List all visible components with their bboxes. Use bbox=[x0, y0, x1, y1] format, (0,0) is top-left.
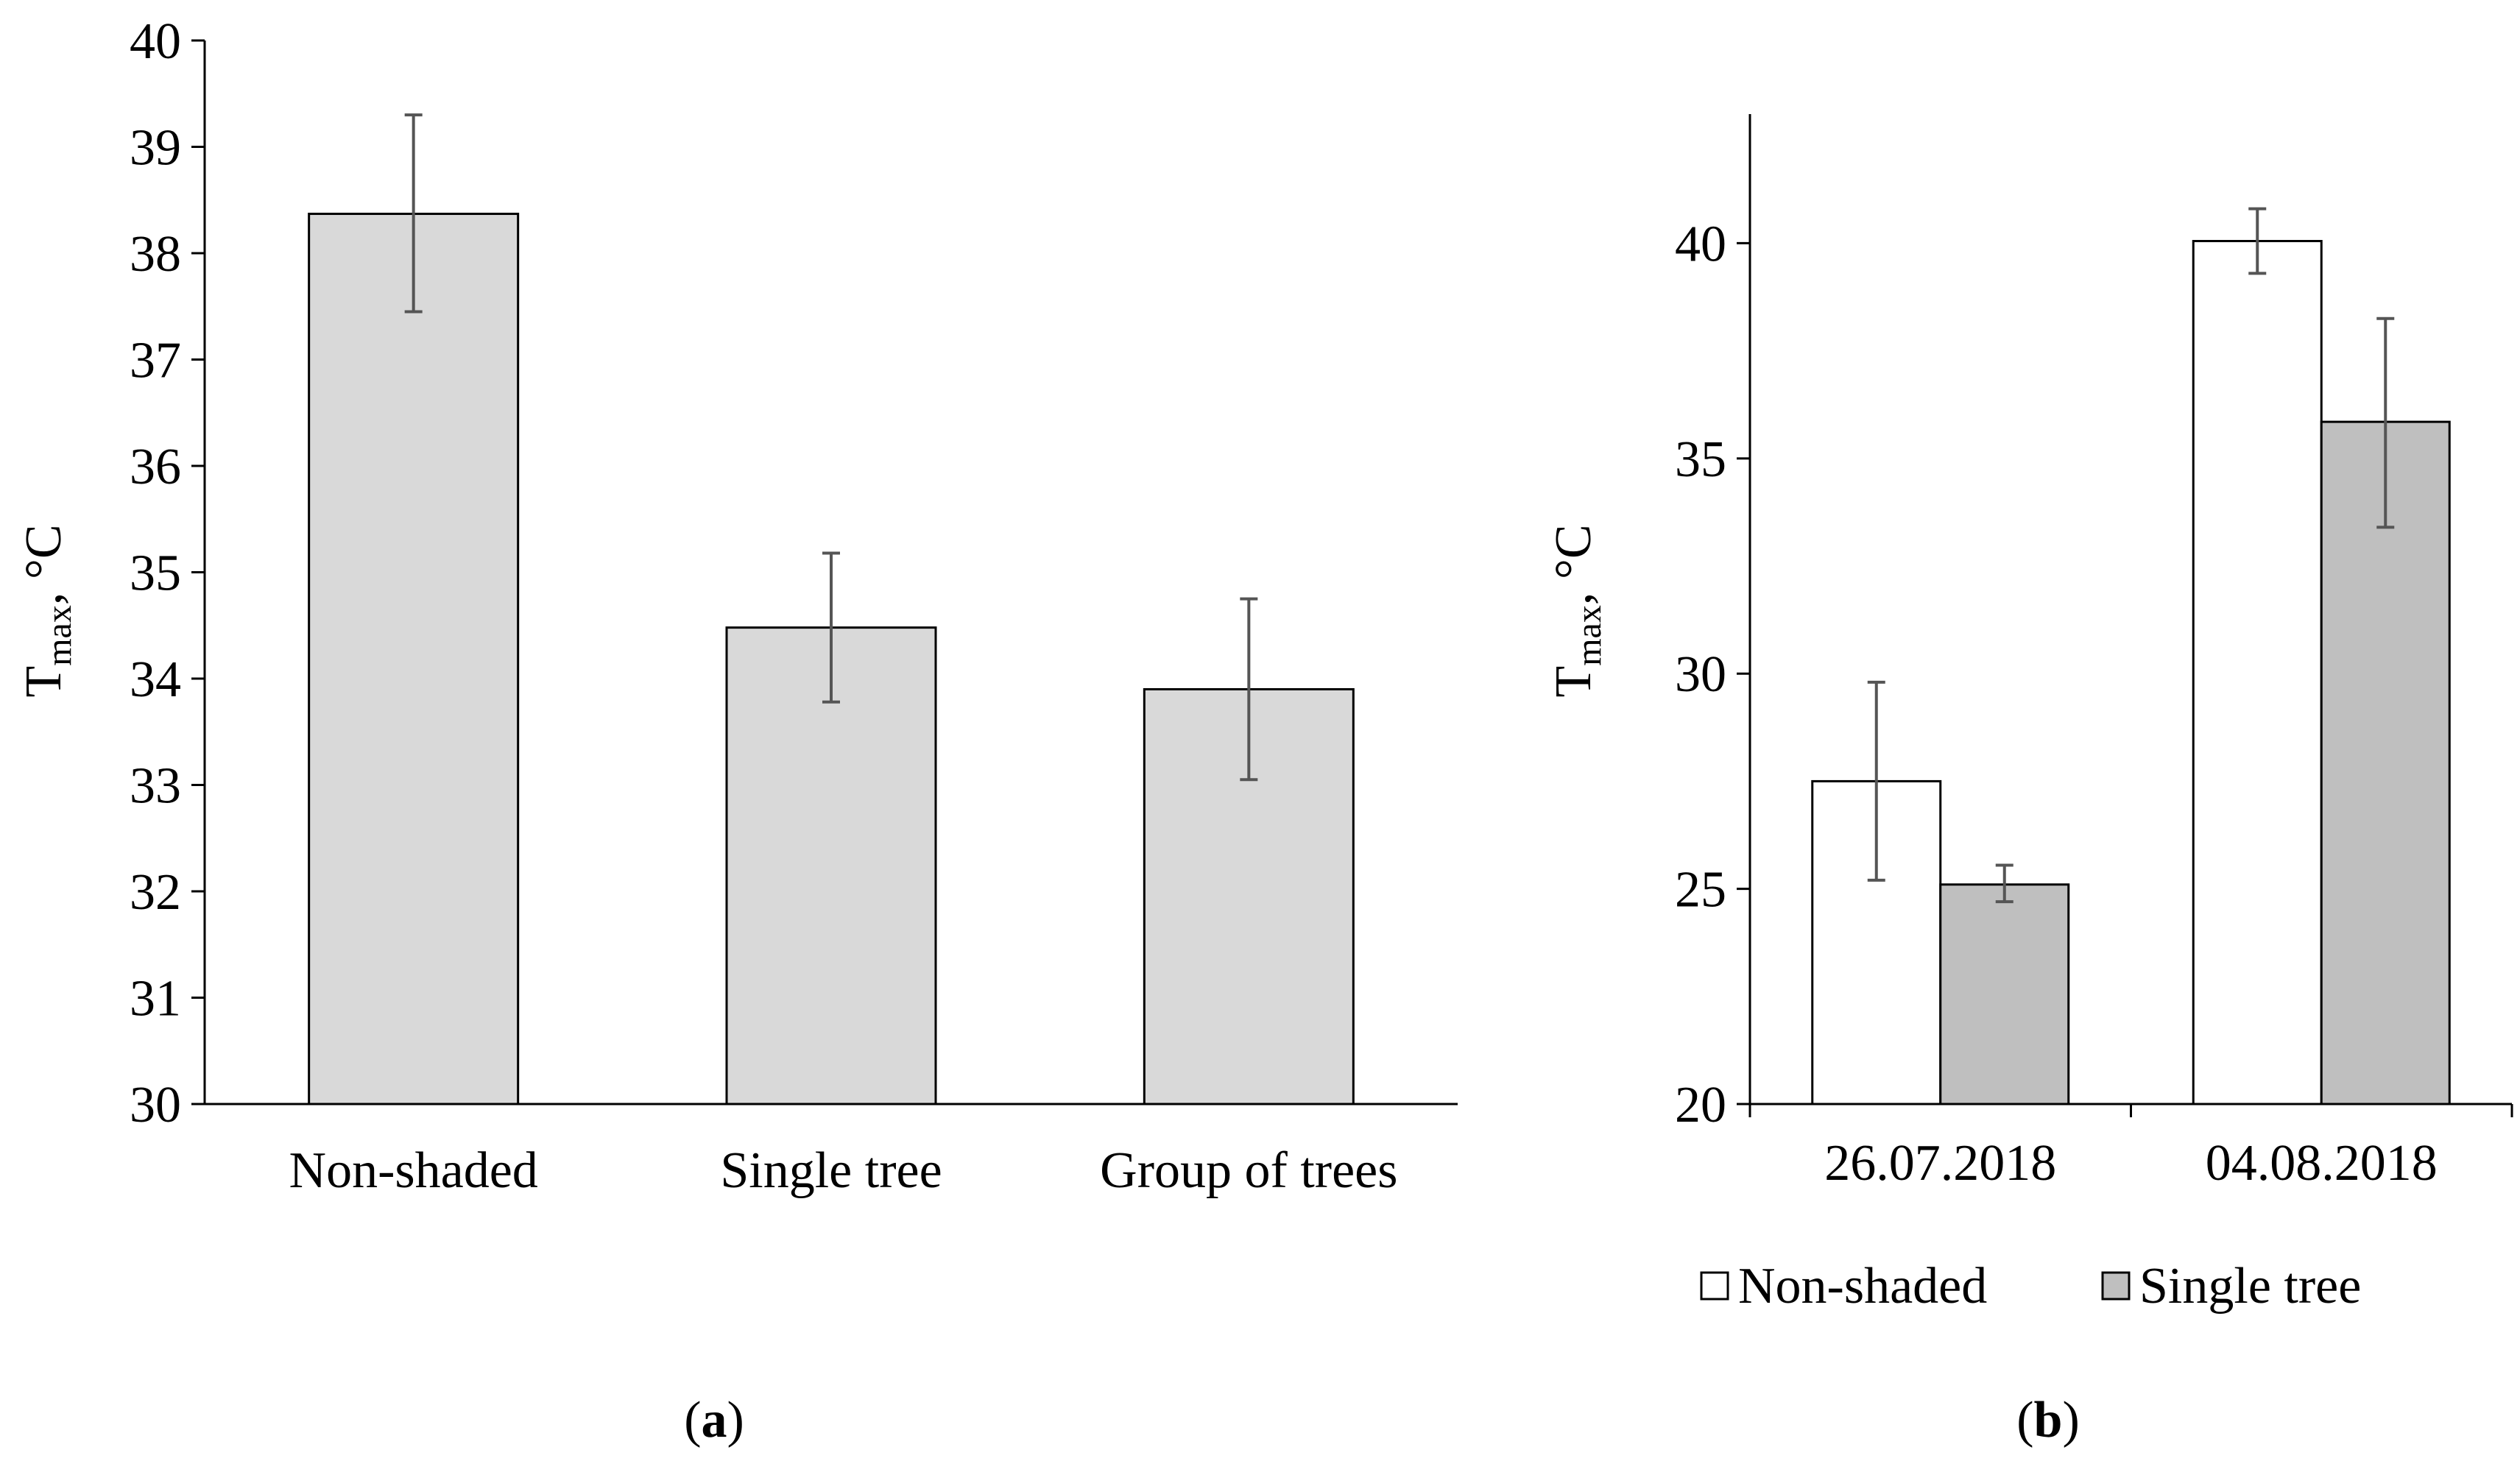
x-category-labels-b: 26.07.2018 04.08.2018 bbox=[1824, 1135, 2438, 1192]
x-category-label-single-tree: Single tree bbox=[720, 1142, 942, 1199]
panel-label-b: (b) bbox=[2016, 1392, 2080, 1448]
legend-label-single-tree: Single tree bbox=[2139, 1258, 2361, 1315]
y-tick-labels-a: 30 31 32 33 34 35 36 37 38 39 40 bbox=[130, 13, 205, 1133]
y-tick-label: 39 bbox=[130, 120, 181, 177]
y-axis-label-a: Tmax, °C bbox=[15, 524, 79, 697]
error-bar-non-shaded-04-08-2018 bbox=[2248, 207, 2267, 275]
y-tick-labels-b: 20 25 30 35 40 bbox=[1675, 216, 1750, 1133]
error-bar-single-tree-26-07-2018 bbox=[1995, 863, 2013, 904]
error-bar-group-of-trees bbox=[1240, 597, 1258, 782]
y-tick-label: 40 bbox=[130, 13, 181, 70]
error-bar-single-tree-04-08-2018 bbox=[2376, 316, 2395, 529]
x-category-label-group-of-trees: Group of trees bbox=[1100, 1142, 1397, 1199]
legend-item-non-shaded: Non-shaded bbox=[1700, 1258, 1987, 1315]
error-bar-single-tree bbox=[822, 551, 840, 704]
bar-non-shaded bbox=[308, 213, 520, 1106]
y-tick-label: 35 bbox=[130, 545, 181, 602]
bar-non-shaded-04-08-2018 bbox=[2192, 240, 2323, 1106]
error-bars-a bbox=[404, 113, 1258, 782]
x-category-label-26-07-2018: 26.07.2018 bbox=[1824, 1135, 2056, 1192]
legend-swatch-single-tree bbox=[2101, 1271, 2131, 1301]
y-tick-label: 30 bbox=[1675, 646, 1726, 703]
panel-label-a: (a) bbox=[684, 1392, 744, 1448]
y-tick-label: 20 bbox=[1675, 1077, 1726, 1133]
legend-item-single-tree: Single tree bbox=[2101, 1258, 2361, 1315]
error-bar-non-shaded bbox=[404, 113, 423, 314]
x-category-labels-a: Non-shaded Single tree Group of trees bbox=[289, 1142, 1398, 1199]
y-tick-label: 36 bbox=[130, 439, 181, 495]
x-category-label-04-08-2018: 04.08.2018 bbox=[2206, 1135, 2438, 1192]
y-tick-label: 37 bbox=[130, 333, 181, 389]
y-tick-label: 38 bbox=[130, 226, 181, 283]
y-tick-label: 32 bbox=[130, 864, 181, 921]
bar-single-tree-04-08-2018 bbox=[2320, 420, 2451, 1106]
y-tick-label: 30 bbox=[130, 1077, 181, 1133]
bar-single-tree bbox=[725, 626, 937, 1106]
chart-panel-a: 30 31 32 33 34 35 36 37 38 39 40 Non-shaded Single … bbox=[15, 13, 1458, 1448]
chart-panel-b: 20 25 30 35 40 26.07.2018 04.08.2018 Tmax, °C… bbox=[1545, 114, 2513, 1448]
legend-label-non-shaded: Non-shaded bbox=[1738, 1258, 1987, 1315]
bars-a bbox=[308, 213, 1355, 1106]
error-bar-non-shaded-26-07-2018 bbox=[1867, 680, 1885, 882]
y-tick-label: 35 bbox=[1675, 431, 1726, 488]
legend-b: Non-shaded Single tree bbox=[1700, 1258, 2361, 1315]
legend-swatch-non-shaded bbox=[1700, 1271, 1729, 1301]
y-tick-label: 34 bbox=[130, 651, 181, 708]
y-tick-label: 31 bbox=[130, 971, 181, 1027]
y-tick-label: 33 bbox=[130, 758, 181, 815]
y-tick-label: 40 bbox=[1675, 216, 1726, 272]
y-tick-label: 25 bbox=[1675, 862, 1726, 919]
bar-single-tree-26-07-2018 bbox=[1939, 883, 2070, 1106]
y-axis-label-b: Tmax, °C bbox=[1545, 524, 1609, 697]
x-category-label-non-shaded: Non-shaded bbox=[289, 1142, 538, 1199]
error-bars-b bbox=[1867, 207, 2395, 904]
x-tick-marks-b bbox=[1748, 1104, 2513, 1117]
